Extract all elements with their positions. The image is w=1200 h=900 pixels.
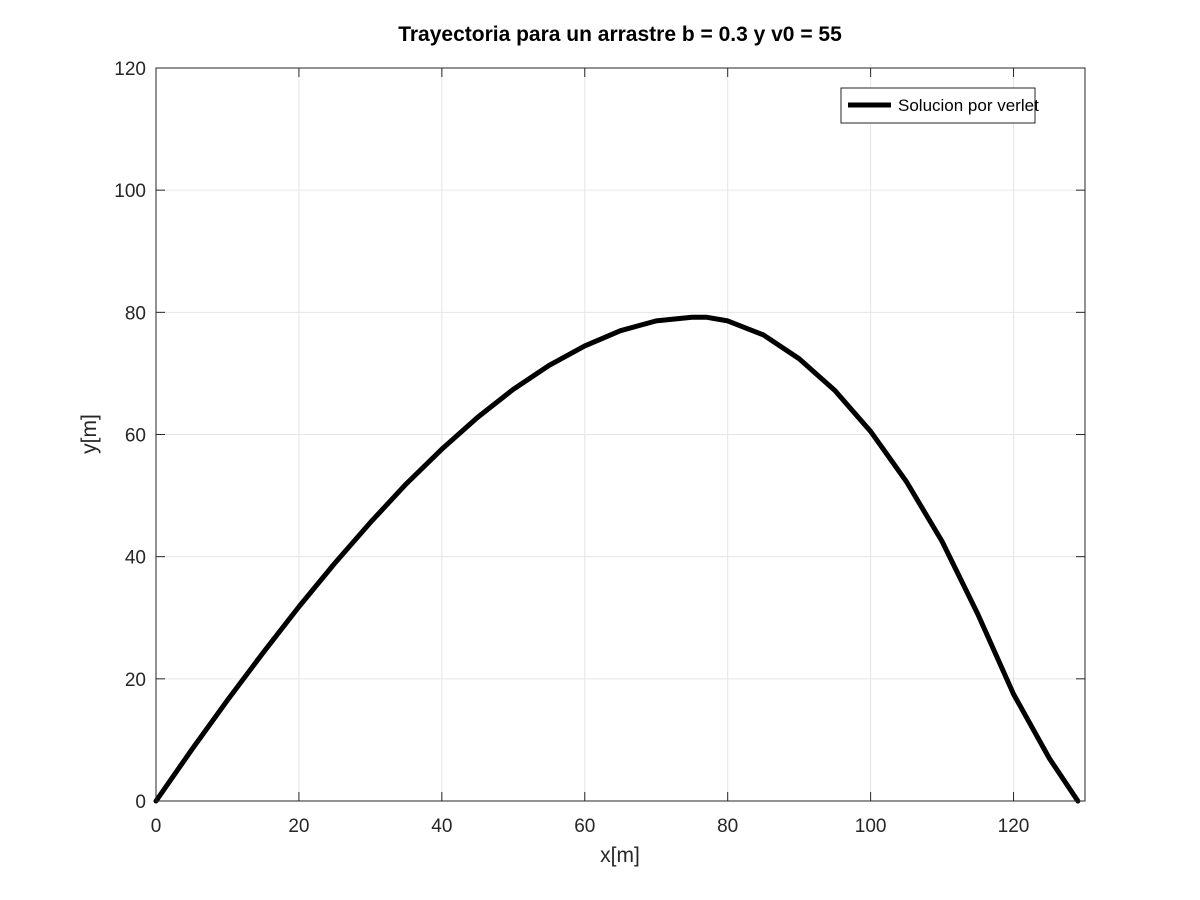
y-tick-label: 120 xyxy=(114,59,146,80)
series-layer xyxy=(153,314,1081,804)
x-tick-label: 120 xyxy=(998,816,1030,837)
x-tick-label: 80 xyxy=(717,816,738,837)
x-tick-label: 20 xyxy=(288,816,309,837)
axis-ticks: 0 20 40 60 80 100 120 0 20 40 60 80 100 120 xyxy=(114,59,1085,837)
series-line-solucion-por-verlet xyxy=(153,314,1081,804)
y-tick-label: 0 xyxy=(135,792,146,813)
y-axis-label: y[m] xyxy=(78,414,101,454)
legend-entry-solucion-por-verlet: Solucion por verlet xyxy=(898,96,1039,115)
y-tick-label: 80 xyxy=(125,303,146,324)
x-tick-label: 60 xyxy=(574,816,595,837)
x-tick-label: 0 xyxy=(151,816,162,837)
x-tick-label: 40 xyxy=(431,816,452,837)
y-tick-label: 100 xyxy=(114,181,146,202)
chart-title: Trayectoria para un arrastre b = 0.3 y v… xyxy=(398,23,842,46)
y-tick-label: 20 xyxy=(125,670,146,691)
x-axis-label: x[m] xyxy=(600,844,640,867)
x-tick-label: 100 xyxy=(855,816,887,837)
y-tick-label: 60 xyxy=(125,426,146,447)
y-tick-label: 40 xyxy=(125,548,146,569)
legend: Solucion por verlet xyxy=(840,87,1039,124)
